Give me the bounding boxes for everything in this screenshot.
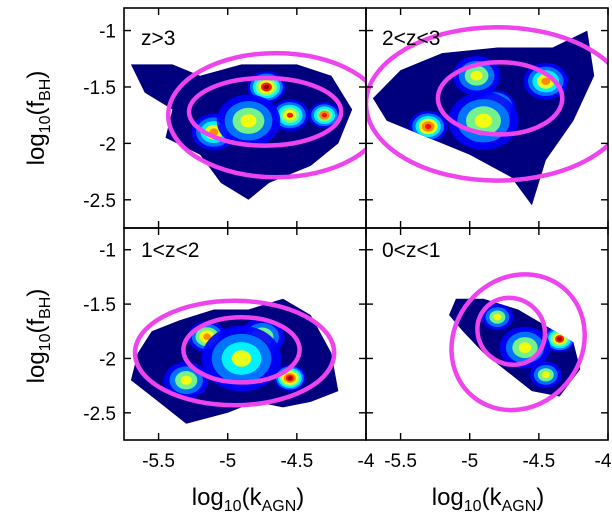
density-level — [203, 333, 211, 340]
density-level — [263, 84, 270, 90]
y-tick-label: -2.5 — [83, 191, 116, 212]
density-level — [287, 376, 292, 380]
y-axis-label-top: log10(fBH) — [23, 71, 54, 166]
y-tick-label: -1 — [99, 241, 116, 262]
y-tick-label: -2 — [99, 134, 116, 155]
panel-1-lt-z-lt-2 — [130, 298, 339, 424]
density-level — [240, 114, 257, 128]
inner-contour — [435, 59, 565, 137]
inner-contour — [181, 314, 302, 385]
density-level — [541, 77, 551, 86]
density-level — [286, 112, 294, 118]
x-tick-label: -5.5 — [142, 451, 175, 472]
panel-z-gt-3 — [130, 50, 366, 200]
y-tick-label: -1.5 — [83, 295, 116, 316]
x-axis-label-right: log10(kAGN) — [432, 484, 545, 515]
y-tick-label: -1 — [99, 22, 116, 43]
density-level — [541, 371, 550, 379]
x-tick-label: -5 — [219, 451, 236, 472]
x-tick-label: -4.5 — [280, 451, 313, 472]
outer-contour — [449, 272, 587, 413]
y-tick-label: -1.5 — [83, 78, 116, 99]
density-level — [180, 375, 192, 385]
density-level — [425, 123, 432, 130]
x-tick-label: -4 — [358, 451, 375, 472]
density-level — [493, 313, 502, 321]
panel-0-lt-z-lt-1 — [449, 272, 587, 413]
panel-frame — [365, 227, 609, 441]
panel-label-1-lt-z-lt-2: 1<z<2 — [141, 239, 199, 262]
density-level — [557, 337, 562, 341]
x-tick-label: -4 — [595, 451, 612, 472]
panel-label-2-lt-z-lt-3: 2<z<3 — [382, 27, 440, 50]
x-tick-label: -5 — [461, 451, 478, 472]
inner-contour — [186, 75, 344, 148]
y-axis-label-bottom: log10(fBH) — [23, 289, 54, 384]
density-level — [518, 342, 532, 353]
panel-label-z-gt-3: z>3 — [141, 27, 175, 50]
outer-contour — [366, 24, 608, 183]
outer-contour — [132, 298, 337, 408]
inner-contour — [475, 295, 548, 367]
axis-ticks: -5.5 -5 -4.5 -4 -5.5 -5 -4.5 -4 -1 -1.5 -2 -2.5 -1 -1… — [83, 8, 612, 472]
svg-text:log10(fBH): log10(fBH) — [23, 71, 54, 166]
y-tick-label: -2.5 — [83, 404, 116, 425]
panel-label-0-lt-z-lt-1: 0<z<1 — [382, 239, 440, 262]
y-tick-label: -2 — [99, 349, 116, 370]
density-level — [231, 350, 252, 367]
density-level — [474, 113, 493, 128]
x-tick-label: -4.5 — [522, 451, 555, 472]
density-level — [470, 70, 483, 81]
x-axis-label-left: log10(kAGN) — [192, 484, 305, 515]
panel-2-lt-z-lt-3 — [366, 24, 608, 206]
svg-text:log10(fBH): log10(fBH) — [23, 289, 54, 384]
density-level — [321, 113, 328, 118]
panel-frames — [123, 7, 609, 441]
x-tick-label: -5.5 — [384, 451, 417, 472]
outer-contour — [165, 50, 366, 180]
